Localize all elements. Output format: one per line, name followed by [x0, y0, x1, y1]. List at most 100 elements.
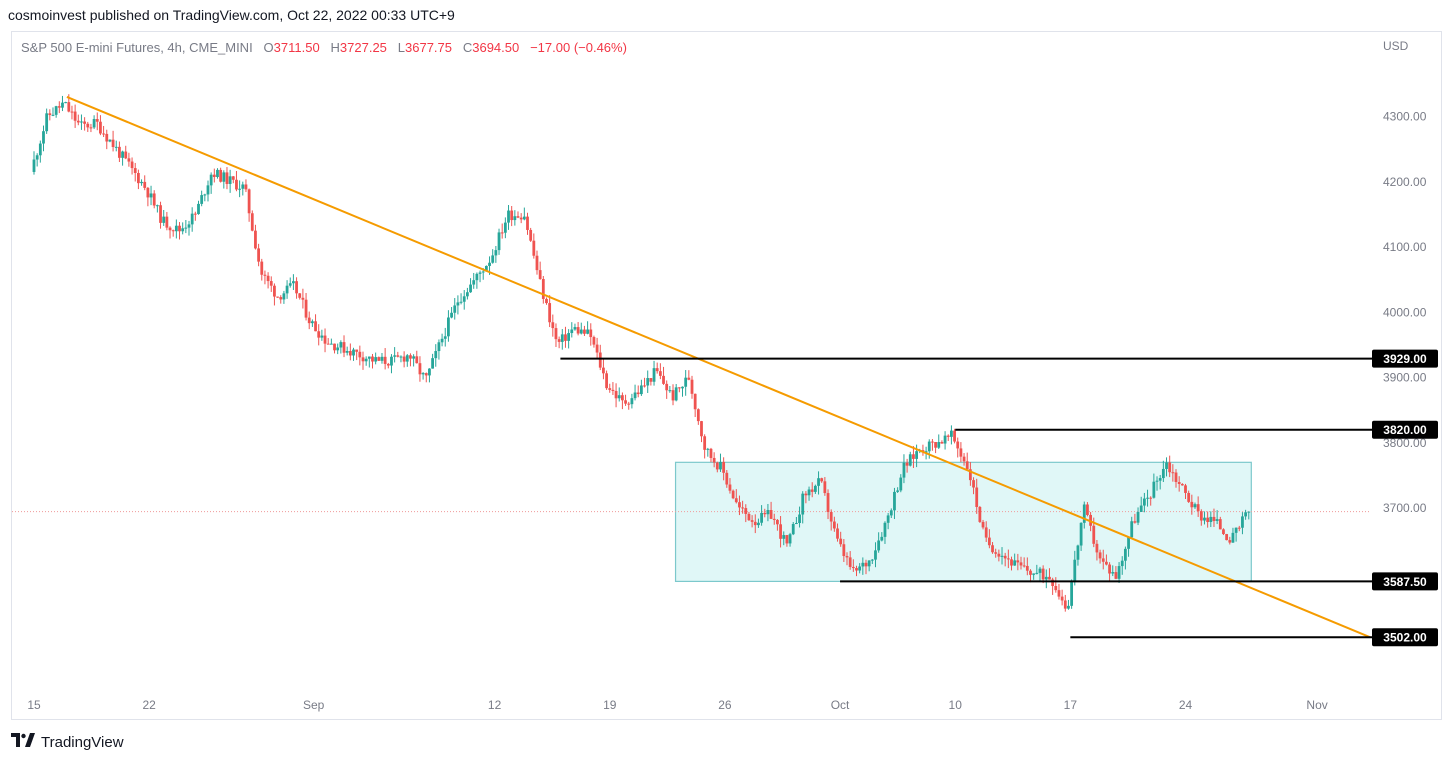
candle-body — [481, 271, 485, 273]
candle-body — [798, 514, 801, 524]
candle-body — [519, 217, 523, 220]
candle-body — [1098, 552, 1102, 559]
candle-body — [1237, 527, 1241, 529]
candle-body — [915, 451, 919, 459]
candle-body — [273, 285, 276, 297]
candle-body — [1247, 511, 1251, 513]
candle-body — [820, 478, 824, 482]
candle-body — [959, 448, 963, 457]
candle-body — [931, 441, 934, 443]
candle-body — [1054, 585, 1058, 591]
published-line: cosmoinvest published on TradingView.com… — [8, 7, 455, 23]
candle-body — [1171, 472, 1175, 474]
candle-body — [459, 301, 463, 303]
candle-body — [405, 355, 409, 362]
candle-body — [402, 356, 406, 362]
candle-body — [1184, 485, 1187, 493]
candle-body — [1161, 468, 1165, 479]
candle-body — [1108, 564, 1111, 574]
candle-body — [352, 349, 355, 356]
candle-body — [377, 357, 381, 361]
candle-body — [1114, 572, 1118, 579]
candle-body — [728, 484, 732, 491]
candle-body — [314, 321, 317, 332]
candle-body — [244, 184, 248, 190]
candle-body — [83, 121, 87, 124]
candle-body — [674, 387, 678, 401]
range-box — [674, 461, 1252, 583]
y-tick-label: 3700.00 — [1383, 501, 1427, 515]
change-value: −17.00 (−0.46%) — [530, 40, 627, 55]
candle-body — [1241, 516, 1244, 528]
candle-body — [200, 195, 204, 204]
candle-body — [1067, 605, 1070, 609]
candle-body — [329, 343, 333, 345]
candle-body — [216, 169, 219, 178]
candle-body — [469, 284, 472, 293]
candle-body — [902, 462, 906, 478]
candle-body — [677, 387, 681, 389]
candle-body — [962, 456, 966, 462]
level-price-label: 3820.00 — [1383, 423, 1427, 437]
candle-body — [832, 521, 836, 529]
candle-body — [279, 297, 283, 300]
candle-body — [1174, 472, 1178, 483]
chart-area[interactable] — [11, 31, 1442, 720]
y-tick-label: 3900.00 — [1383, 371, 1427, 385]
candle-body — [1079, 522, 1083, 546]
candle-body — [95, 119, 99, 122]
candle-body — [991, 545, 994, 553]
candle-body — [516, 216, 520, 218]
candle-body — [282, 293, 286, 300]
x-tick-label: Oct — [831, 698, 850, 712]
candle-body — [598, 352, 602, 368]
candle-body — [1057, 590, 1061, 597]
candle-body — [367, 356, 371, 359]
candle-body — [874, 550, 877, 560]
candle-body — [212, 174, 216, 178]
candle-body — [269, 281, 273, 286]
candle-body — [1073, 559, 1077, 583]
candle-body — [1038, 568, 1042, 573]
candle-body — [76, 120, 80, 123]
candle-body — [611, 389, 615, 391]
x-tick-label: 19 — [603, 698, 617, 712]
candle-body — [374, 357, 378, 362]
candle-body — [779, 524, 782, 539]
candle-body — [260, 261, 264, 275]
candle-body — [883, 522, 887, 537]
candle-body — [143, 181, 147, 188]
candle-body — [178, 225, 181, 232]
candle-body — [130, 161, 134, 169]
candle-body — [912, 454, 915, 459]
candle-body — [968, 469, 972, 481]
y-tick-label: 3800.00 — [1383, 436, 1427, 450]
candle-body — [38, 143, 42, 156]
candle-body — [443, 336, 447, 339]
level-price-label: 3502.00 — [1383, 631, 1427, 645]
candle-body — [690, 379, 694, 394]
candle-body — [358, 351, 362, 358]
candle-body — [646, 378, 650, 386]
candle-body — [602, 367, 605, 374]
candle-body — [361, 357, 365, 362]
candle-body — [703, 436, 707, 450]
candle-body — [412, 356, 416, 359]
candle-body — [80, 121, 83, 123]
candle-body — [592, 337, 596, 345]
candle-body — [829, 512, 833, 522]
candle-body — [937, 442, 941, 448]
candle-body — [102, 133, 105, 135]
candle-body — [953, 430, 956, 442]
candle-body — [855, 568, 858, 571]
candle-body — [1086, 504, 1089, 515]
candle-body — [687, 377, 691, 380]
candle-body — [67, 102, 71, 112]
candle-body — [813, 485, 817, 492]
candle-body — [181, 228, 185, 232]
candle-body — [197, 203, 200, 215]
candle-body — [488, 262, 491, 266]
candle-body — [1010, 559, 1013, 566]
downtrend-line — [66, 96, 1371, 639]
